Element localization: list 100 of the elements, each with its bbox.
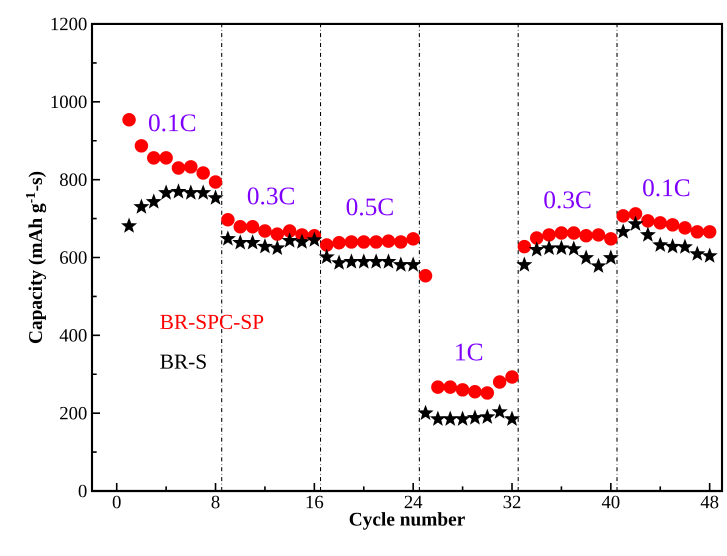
point [604, 232, 618, 246]
point [158, 185, 174, 200]
point [134, 199, 149, 214]
y-tick-label: 200 [60, 406, 87, 420]
point [306, 232, 322, 246]
x-tick-label: 40 [602, 496, 620, 508]
point [246, 220, 260, 234]
point [579, 228, 593, 242]
point [505, 370, 519, 384]
point [234, 220, 247, 234]
point [480, 409, 495, 424]
point [184, 160, 198, 174]
point [665, 238, 680, 253]
point [554, 240, 569, 255]
point [492, 404, 508, 418]
point [282, 224, 296, 238]
point [678, 221, 692, 235]
y-tick-label: 1000 [52, 96, 87, 108]
text: BR-S [160, 354, 206, 369]
point [616, 224, 631, 238]
point [702, 248, 718, 262]
point [542, 240, 557, 255]
x-axis-title: Cycle number [350, 512, 465, 530]
point [530, 231, 544, 245]
x-tick-label: 8 [212, 496, 220, 508]
annotation: 0.1C [148, 114, 196, 132]
y-tick-label: 600 [60, 251, 87, 264]
text: BR-SPC-SP [160, 314, 264, 330]
point [666, 218, 680, 232]
annotation: 0.3C [248, 187, 294, 205]
y-tick-label: 0 [78, 484, 87, 498]
point [208, 175, 222, 189]
point [394, 235, 408, 249]
point [368, 254, 384, 268]
point [430, 411, 446, 426]
point [518, 240, 532, 254]
point [196, 166, 210, 180]
point [567, 226, 581, 240]
point [258, 238, 272, 253]
point [393, 257, 408, 272]
annotation: 1C [456, 344, 482, 361]
point [319, 249, 334, 264]
point [442, 411, 458, 426]
point [616, 209, 630, 223]
point [406, 232, 420, 246]
annotation: 0.3C [544, 191, 590, 208]
point [172, 161, 186, 175]
point [640, 227, 656, 242]
point [245, 234, 260, 250]
point [320, 238, 334, 252]
point [134, 139, 148, 153]
point [220, 231, 236, 246]
point [690, 225, 704, 239]
point [456, 383, 470, 397]
point [418, 405, 433, 420]
point [468, 385, 482, 398]
x-tick-label: 16 [306, 496, 324, 508]
point [492, 375, 506, 389]
x-tick-label: 0 [112, 496, 121, 508]
point [208, 190, 223, 204]
annotation: 0.1C [643, 179, 690, 196]
point [444, 380, 457, 394]
point [147, 151, 160, 165]
point [603, 250, 618, 264]
point [431, 380, 445, 394]
point [146, 194, 162, 208]
point [332, 236, 346, 250]
point [357, 235, 371, 249]
point [578, 250, 594, 264]
point [690, 246, 705, 260]
point [270, 227, 284, 241]
point [628, 207, 642, 221]
point [382, 234, 396, 248]
point [406, 257, 421, 272]
point [381, 254, 396, 268]
y-axis-title: Capacity (mAh g$^{-1}$-s) [26, 172, 46, 344]
point [232, 234, 248, 250]
point [516, 257, 532, 272]
point [183, 185, 198, 200]
point [294, 234, 310, 248]
point [221, 213, 235, 226]
point [356, 254, 372, 268]
point [554, 226, 568, 240]
point [652, 237, 668, 252]
point [529, 242, 544, 256]
y-tick-label: 1200 [52, 18, 87, 30]
point [369, 235, 383, 249]
point [282, 232, 298, 248]
point [122, 218, 136, 232]
point [196, 185, 211, 200]
x-tick-label: 24 [404, 496, 422, 508]
point [641, 214, 655, 228]
point [480, 386, 494, 400]
point [542, 228, 556, 242]
x-tick-label: 48 [700, 496, 718, 508]
point [270, 240, 285, 255]
annotation: 0.5C [346, 198, 393, 216]
point [332, 255, 346, 270]
point [418, 269, 432, 283]
point [344, 254, 359, 268]
